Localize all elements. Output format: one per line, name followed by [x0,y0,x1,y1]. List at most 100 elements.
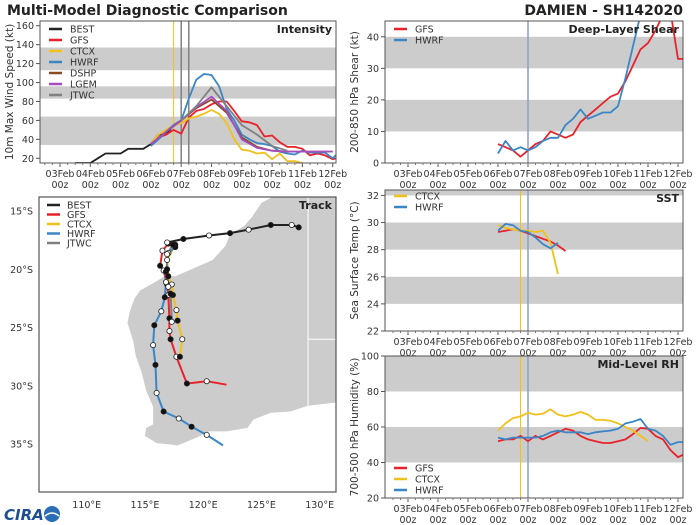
legend-label: HWRF [70,58,99,69]
y-axis-label: Sea Surface Temp (°C) [349,201,361,319]
track-position-marker [152,361,159,368]
legend-label: CTCX [415,192,441,203]
x-tick-label-date: 11Feb [288,169,317,180]
series-line-ctcx [497,224,559,275]
x-tick-label-hour: 00z [669,515,686,525]
x-tick-label-date: 07Feb [167,169,196,180]
track-position-marker [183,380,190,387]
legend-label: BEST [70,25,95,36]
x-tick-label-hour: 00z [639,515,656,525]
y-tick-label: 20 [367,95,379,106]
x-tick-label-date: 03Feb [46,169,75,180]
plot-frame [39,20,337,164]
x-tick-label-hour: 00z [429,348,446,359]
y-tick-label: 30 [367,218,379,229]
track-position-marker [288,221,295,228]
x-tick-label-hour: 00z [459,515,476,525]
track-position-marker [267,221,274,228]
legend-label: CTCX [67,220,93,231]
x-tick-label-hour: 00z [639,180,656,191]
track-position-marker [165,273,172,280]
x-tick-label-date: 05Feb [454,169,483,180]
series-line-hwrf [497,418,683,446]
x-tick-label-hour: 00z [233,180,250,191]
legend-label: JTWC [66,239,92,250]
track-position-marker [206,232,213,239]
x-tick-label-date: 07Feb [514,169,543,180]
panel-shear: 01020304003Feb00z04Feb00z05Feb00z06Feb00… [349,20,692,191]
track-line-best [166,224,300,244]
y-tick-label: 80 [22,97,34,108]
x-tick-label-hour: 00z [519,348,536,359]
y-tick-label: 60 [22,116,34,127]
x-tick-label-date: 06Feb [484,504,513,515]
x-tick-label-date: 05Feb [454,504,483,515]
x-tick-label-hour: 00z [429,180,446,191]
x-tick-label-hour: 00z [519,515,536,525]
plot-area [40,21,336,163]
track-position-marker [188,423,195,430]
lon-tick-label: 130°E [305,500,334,511]
track-position-marker [161,294,168,301]
track-position-marker [180,235,187,242]
x-tick-label-hour: 00z [429,515,446,525]
track-position-marker [153,389,160,396]
y-axis-label: 10m Max Wind Speed (kt) [4,24,16,160]
x-tick-label-hour: 00z [579,180,596,191]
legend-label: HWRF [415,36,444,47]
y-tick-label: 60 [367,423,379,434]
track-position-marker [245,226,252,233]
legend-label: DSHP [70,69,96,80]
x-tick-label-date: 09Feb [227,169,256,180]
y-tick-label: 0 [373,159,379,170]
x-tick-label-date: 05Feb [106,169,135,180]
legend-label: CTCX [70,47,96,58]
x-tick-label-hour: 00z [489,180,506,191]
track-position-marker [169,241,176,248]
x-tick-label-date: 10Feb [604,337,633,348]
y-tick-label: 160 [16,21,34,32]
y-tick-label: 140 [16,40,34,51]
y-tick-label: 40 [367,32,379,43]
legend-label: JTWC [69,91,95,102]
track-position-marker [173,307,180,314]
x-tick-label-date: 12Feb [664,337,693,348]
series-line-hwrf [497,222,559,250]
x-tick-label-hour: 00z [82,180,99,191]
y-tick-label: 20 [22,154,34,165]
figure-title: Multi-Model Diagnostic Comparison [7,3,288,19]
panel-intensity: 2040608010012014016003Feb00z04Feb00z05Fe… [4,20,347,191]
track-position-marker [203,378,210,385]
x-tick-label-date: 08Feb [544,504,573,515]
lon-tick-label: 120°E [189,500,218,511]
track-position-marker [151,322,158,329]
series-line-gfs [497,426,683,459]
gray-band [385,356,683,392]
x-tick-label-hour: 00z [549,348,566,359]
panel-title: Track [299,199,333,212]
cira-globe-icon [44,506,60,522]
y-tick-label: 40 [22,135,34,146]
x-tick-label-hour: 00z [579,515,596,525]
x-tick-label-date: 11Feb [634,337,663,348]
series-line-gfs [150,100,336,161]
x-tick-label-date: 06Feb [484,337,513,348]
track-position-marker [295,224,302,231]
panel-title: Intensity [277,23,332,36]
plot-area [385,356,683,498]
x-tick-label-date: 08Feb [544,337,573,348]
x-tick-label-hour: 00z [669,180,686,191]
x-tick-label-hour: 00z [203,180,220,191]
lat-tick-label: 15°S [10,206,33,217]
track-position-marker [164,266,171,273]
y-tick-label: 80 [367,387,379,398]
x-tick-label-date: 06Feb [484,169,513,180]
legend-label: BEST [67,201,92,212]
legend-label: GFS [415,25,434,36]
y-tick-label: 20 [367,494,379,505]
x-tick-label-date: 06Feb [136,169,165,180]
map-frame [38,196,337,493]
track-position-marker [158,308,165,315]
y-tick-label: 10 [367,127,379,138]
x-tick-label-date: 05Feb [454,337,483,348]
